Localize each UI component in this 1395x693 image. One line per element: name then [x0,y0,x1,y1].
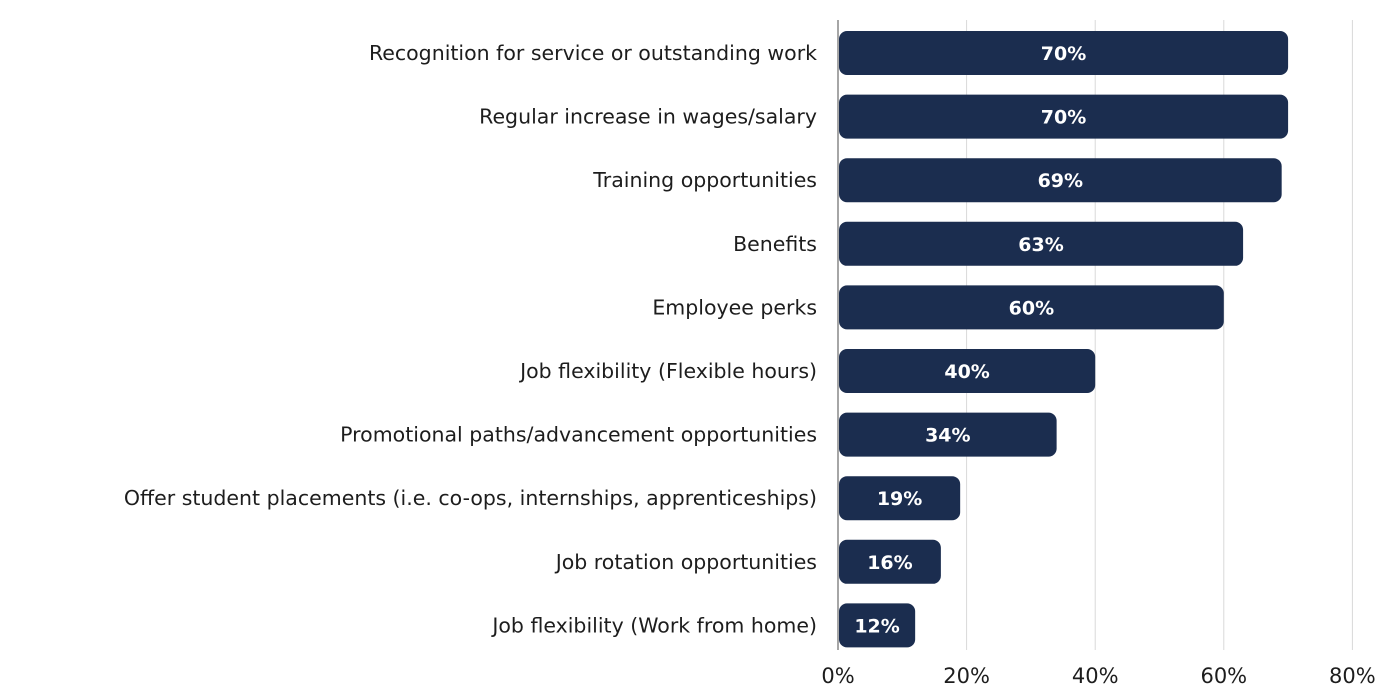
x-tick-label: 0% [821,664,854,688]
category-label: Recognition for service or outstanding w… [369,41,817,65]
bar-value-label: 63% [1018,234,1063,256]
bar-value-label: 34% [925,425,970,447]
bar [839,476,961,521]
bar-value-label: 40% [944,361,989,383]
bar [839,285,1224,330]
bar-value-label: 16% [867,552,912,574]
bar [839,158,1282,203]
bar [839,221,1244,266]
bar-value-label: 69% [1038,170,1083,192]
category-label: Employee perks [652,295,817,319]
x-axis-ticks: 0% 20% 40% 60% 80% [821,664,1375,688]
bar [839,31,1289,75]
bar-value-label: 19% [877,488,922,510]
category-labels: Recognition for service or outstanding w… [124,41,817,637]
x-tick-label: 60% [1200,664,1247,688]
bar [839,539,941,584]
bar-value-label: 12% [854,615,899,637]
category-label: Job flexibility (Work from home) [490,613,817,637]
bar [839,412,1057,457]
category-label: Job rotation opportunities [554,550,817,574]
category-label: Benefits [733,232,817,256]
category-label: Promotional paths/advancement opportunit… [340,423,817,447]
category-label: Regular increase in wages/salary [479,105,817,129]
bar-value-label: 70% [1041,43,1086,65]
bar-value-label: 60% [1009,297,1054,319]
bar [839,603,916,648]
x-tick-label: 40% [1072,664,1119,688]
x-tick-label: 20% [943,664,990,688]
category-label: Job flexibility (Flexible hours) [518,359,817,383]
bar-value-label: 70% [1041,107,1086,129]
x-tick-label: 80% [1329,664,1376,688]
bar [839,349,1096,393]
bars-layer: 70% 70% 69% 63% 60% 40% 34% 19% 16% 12% [839,31,1289,648]
bar [839,94,1289,139]
category-label: Offer student placements (i.e. co-ops, i… [124,486,817,510]
category-label: Training opportunities [592,168,817,192]
